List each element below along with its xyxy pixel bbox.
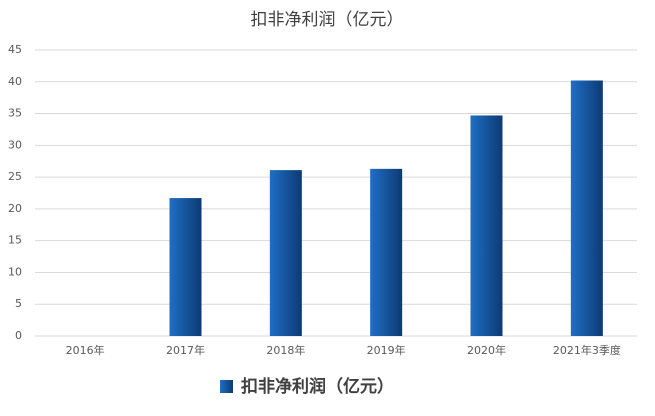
bar — [470, 115, 503, 336]
x-tick-label: 2018年 — [266, 343, 305, 357]
x-tick-label: 2021年3季度 — [553, 343, 621, 357]
x-tick-label: 2020年 — [467, 343, 506, 357]
bar — [370, 168, 403, 336]
bar — [570, 80, 603, 336]
x-tick-label: 2019年 — [367, 343, 406, 357]
chart-title: 扣非净利润（亿元） — [251, 10, 404, 30]
y-tick-label: 40 — [8, 75, 22, 88]
y-tick-label: 15 — [8, 234, 22, 247]
y-tick-label: 20 — [8, 202, 22, 215]
legend-label: 扣非净利润（亿元） — [241, 376, 394, 397]
y-tick-label: 10 — [8, 265, 22, 278]
y-tick-label: 5 — [15, 297, 22, 310]
x-tick-label: 2016年 — [66, 343, 105, 357]
y-tick-label: 25 — [8, 170, 22, 183]
bar — [269, 170, 302, 336]
y-tick-label: 0 — [15, 329, 22, 342]
y-tick-label: 30 — [8, 138, 22, 151]
bar — [169, 198, 202, 336]
y-tick-label: 45 — [8, 43, 22, 56]
y-tick-label: 35 — [8, 107, 22, 120]
legend-swatch — [220, 380, 233, 393]
x-tick-label: 2017年 — [166, 343, 205, 357]
